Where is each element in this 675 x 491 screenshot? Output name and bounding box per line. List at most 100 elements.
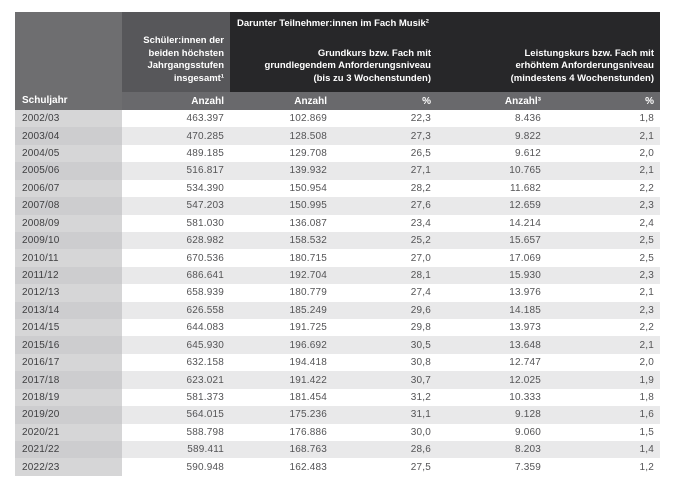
- column-units-row: Anzahl Anzahl % Anzahl³ %: [122, 92, 660, 110]
- value-cell: 27,5: [333, 458, 437, 476]
- value-cell: 8.203: [437, 441, 547, 459]
- value-cell: 686.641: [122, 266, 230, 285]
- schuljahr-cell: 2002/03: [15, 110, 122, 128]
- table-row: 2006/07 534.390 150.954 28,2 11.682 2,2: [15, 179, 660, 198]
- total-students-title: Schüler:innen der beiden höchsten Jahrga…: [143, 35, 224, 84]
- schuljahr-cell: 2014/15: [15, 319, 122, 337]
- schuljahr-cell: 2016/17: [15, 353, 122, 372]
- schuljahr-cell: 2018/19: [15, 388, 122, 407]
- value-cell: 30,8: [333, 353, 437, 372]
- value-cell: 26,5: [333, 144, 437, 163]
- value-cell: 626.558: [122, 301, 230, 320]
- value-cell: 1,8: [547, 110, 660, 128]
- value-cell: 27,1: [333, 162, 437, 180]
- table-row: 2008/09 581.030 136.087 23,4 14.214 2,4: [15, 214, 660, 232]
- value-cell: 191.422: [230, 371, 333, 389]
- value-cell: 30,5: [333, 336, 437, 354]
- value-cell: 14.214: [437, 214, 547, 232]
- value-cell: 9.822: [437, 127, 547, 145]
- value-cell: 11.682: [437, 179, 547, 198]
- value-cell: 175.236: [230, 406, 333, 424]
- schuljahr-cell: 2021/22: [15, 441, 122, 459]
- table-row: 2010/11 670.536 180.715 27,0 17.069 2,5: [15, 249, 660, 267]
- value-cell: 13.973: [437, 319, 547, 337]
- value-cell: 30,7: [333, 371, 437, 389]
- value-cell: 27,3: [333, 127, 437, 145]
- value-cell: 180.715: [230, 249, 333, 267]
- value-cell: 632.158: [122, 353, 230, 372]
- value-cell: 2,3: [547, 197, 660, 215]
- table-row: 2016/17 632.158 194.418 30,8 12.747 2,0: [15, 353, 660, 372]
- unit-label-grundkurs-anzahl: Anzahl: [294, 95, 327, 107]
- schuljahr-cell: 2004/05: [15, 144, 122, 163]
- value-cell: 28,2: [333, 179, 437, 198]
- table-row: 2015/16 645.930 196.692 30,5 13.648 2,1: [15, 336, 660, 354]
- value-cell: 22,3: [333, 110, 437, 128]
- table-row: 2009/10 628.982 158.532 25,2 15.657 2,5: [15, 231, 660, 250]
- schuljahr-cell: 2005/06: [15, 162, 122, 180]
- value-cell: 7.359: [437, 458, 547, 476]
- table-body: 2002/03 463.397 102.869 22,3 8.436 1,8 2003/04…: [15, 110, 660, 476]
- schuljahr-cell: 2006/07: [15, 179, 122, 198]
- value-cell: 2,3: [547, 301, 660, 320]
- value-cell: 194.418: [230, 353, 333, 372]
- value-cell: 191.725: [230, 319, 333, 337]
- value-cell: 25,2: [333, 231, 437, 250]
- value-cell: 27,4: [333, 284, 437, 302]
- value-cell: 644.083: [122, 319, 230, 337]
- value-cell: 128.508: [230, 127, 333, 145]
- value-cell: 9.128: [437, 406, 547, 424]
- value-cell: 136.087: [230, 214, 333, 232]
- value-cell: 129.708: [230, 144, 333, 163]
- schuljahr-cell: 2007/08: [15, 197, 122, 215]
- value-cell: 102.869: [230, 110, 333, 128]
- value-cell: 31,1: [333, 406, 437, 424]
- value-cell: 2,3: [547, 266, 660, 285]
- value-cell: 2,1: [547, 127, 660, 145]
- value-cell: 581.373: [122, 388, 230, 407]
- value-cell: 1,6: [547, 406, 660, 424]
- unit-label-leistungskurs-anzahl: Anzahl³: [504, 95, 541, 107]
- value-cell: 14.185: [437, 301, 547, 320]
- value-cell: 2,2: [547, 319, 660, 337]
- value-cell: 180.779: [230, 284, 333, 302]
- value-cell: 13.648: [437, 336, 547, 354]
- table-row: 2021/22 589.411 168.763 28,6 8.203 1,4: [15, 441, 660, 459]
- table-row: 2017/18 623.021 191.422 30,7 12.025 1,9: [15, 371, 660, 389]
- table-row: 2020/21 588.798 176.886 30,0 9.060 1,5: [15, 423, 660, 442]
- value-cell: 29,8: [333, 319, 437, 337]
- value-cell: 2,4: [547, 214, 660, 232]
- value-cell: 1,2: [547, 458, 660, 476]
- value-cell: 2,5: [547, 249, 660, 267]
- value-cell: 588.798: [122, 423, 230, 442]
- value-cell: 139.932: [230, 162, 333, 180]
- table-row: 2014/15 644.083 191.725 29,8 13.973 2,2: [15, 319, 660, 337]
- value-cell: 30,0: [333, 423, 437, 442]
- value-cell: 9.612: [437, 144, 547, 163]
- value-cell: 12.659: [437, 197, 547, 215]
- value-cell: 27,6: [333, 197, 437, 215]
- table-row: 2003/04 470.285 128.508 27,3 9.822 2,1: [15, 127, 660, 145]
- value-cell: 28,6: [333, 441, 437, 459]
- header-right-section: Schüler:innen der beiden höchsten Jahrga…: [122, 12, 660, 110]
- table-row: 2011/12 686.641 192.704 28,1 15.930 2,3: [15, 266, 660, 285]
- value-cell: 2,1: [547, 336, 660, 354]
- unit-label-leistungskurs-percent: %: [645, 95, 654, 107]
- music-participants-header-cell: Darunter Teilnehmer:innen im Fach Musik²…: [230, 12, 660, 92]
- header-top-blocks: Schüler:innen der beiden höchsten Jahrga…: [122, 12, 660, 92]
- schuljahr-cell: 2022/23: [15, 458, 122, 476]
- leistungskurs-header: Leistungskurs bzw. Fach mit erhöhtem Anf…: [510, 47, 654, 84]
- value-cell: 1,4: [547, 441, 660, 459]
- table-row: 2012/13 658.939 180.779 27,4 13.976 2,1: [15, 284, 660, 302]
- schuljahr-label: Schuljahr: [22, 95, 68, 106]
- value-cell: 10.333: [437, 388, 547, 407]
- table-row: 2005/06 516.817 139.932 27,1 10.765 2,1: [15, 162, 660, 180]
- value-cell: 2,1: [547, 284, 660, 302]
- music-course-participation-table: Schuljahr Schüler:innen der beiden höchs…: [15, 12, 660, 476]
- value-cell: 2,2: [547, 179, 660, 198]
- schuljahr-header-cell: Schuljahr: [15, 12, 122, 110]
- value-cell: 192.704: [230, 266, 333, 285]
- grundkurs-header: Grundkurs bzw. Fach mit grundlegendem An…: [264, 47, 431, 84]
- value-cell: 15.657: [437, 231, 547, 250]
- value-cell: 17.069: [437, 249, 547, 267]
